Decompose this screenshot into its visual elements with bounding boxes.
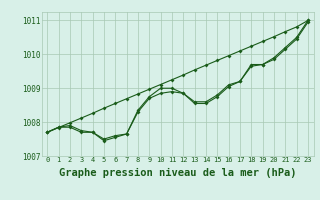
X-axis label: Graphe pression niveau de la mer (hPa): Graphe pression niveau de la mer (hPa): [59, 168, 296, 178]
